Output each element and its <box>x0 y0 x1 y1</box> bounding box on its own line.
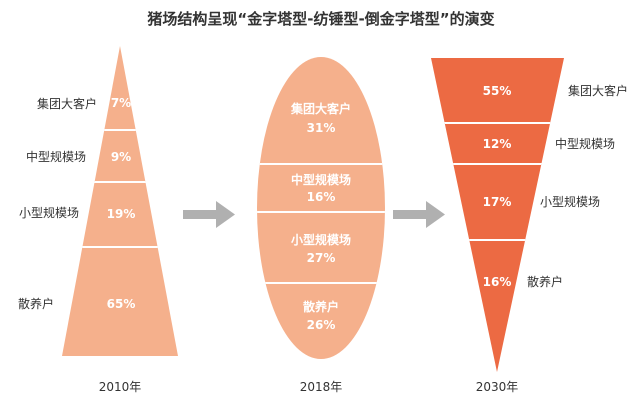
segment-label: 小型规模场 <box>291 232 351 247</box>
segment-label: 中型规模场 <box>555 136 615 151</box>
panel-2018: 集团大客户 31% 中型规模场 16% 小型规模场 27% 散养户 26% 20… <box>257 57 385 394</box>
segment-label: 小型规模场 <box>540 194 600 209</box>
segment-value: 31% <box>307 121 336 135</box>
inverted-pyramid-shape <box>431 58 564 372</box>
panel-2030: 55% 12% 17% 16% 集团大客户 中型规模场 小型规模场 散养户 20… <box>431 58 628 394</box>
segment-label: 散养户 <box>527 274 563 289</box>
segment-label: 中型规模场 <box>26 149 86 164</box>
segment-value: 16% <box>483 275 512 289</box>
segment-label: 集团大客户 <box>290 101 351 116</box>
segment-value: 19% <box>107 207 136 221</box>
segment-value: 55% <box>483 84 512 98</box>
segment-value: 7% <box>111 96 131 110</box>
segment-label: 集团大客户 <box>568 83 628 98</box>
year-label: 2010年 <box>99 380 142 394</box>
segment-label: 中型规模场 <box>291 172 351 187</box>
panel-2010: 7% 9% 19% 65% 集团大客户 中型规模场 小型规模场 散养户 2010… <box>18 46 178 394</box>
diagram-title: 猪场结构呈现“金字塔型-纺锤型-倒金字塔型”的演变 <box>147 10 495 28</box>
arrow-right-icon <box>183 201 235 228</box>
segment-value: 12% <box>483 137 512 151</box>
segment-value: 26% <box>307 318 336 332</box>
spindle-dividers <box>257 163 385 284</box>
arrow-right-icon <box>393 201 445 228</box>
segment-label: 散养户 <box>18 296 54 311</box>
year-label: 2018年 <box>300 380 343 394</box>
segment-label: 小型规模场 <box>19 205 79 220</box>
segment-value: 9% <box>111 150 131 164</box>
year-label: 2030年 <box>476 380 519 394</box>
segment-label: 散养户 <box>303 299 339 314</box>
segment-label: 集团大客户 <box>37 96 97 111</box>
segment-value: 65% <box>107 297 136 311</box>
segment-value: 17% <box>483 195 512 209</box>
segment-value: 27% <box>307 251 336 265</box>
pyramid-shape <box>62 46 178 356</box>
segment-value: 16% <box>307 190 336 204</box>
